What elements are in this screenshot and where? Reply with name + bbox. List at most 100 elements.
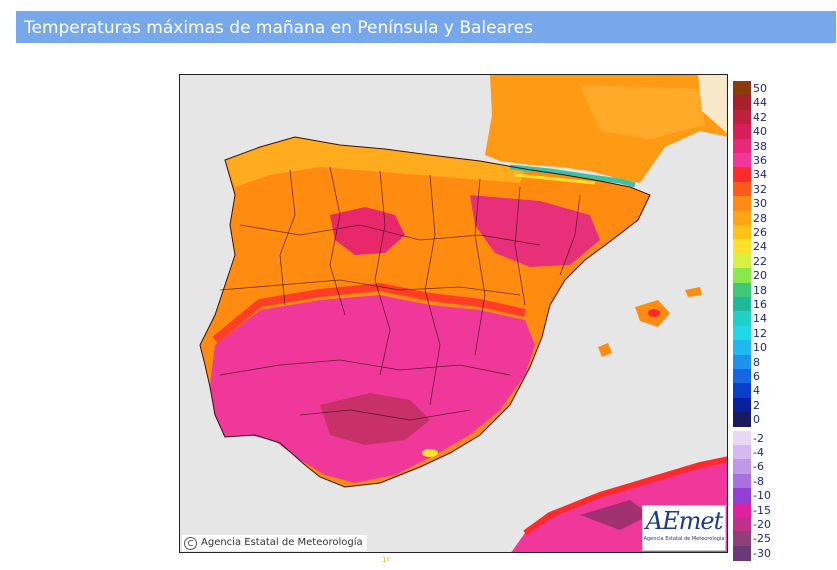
legend-item: 6 [733,369,813,384]
legend-item: 26 [733,225,813,240]
legend-swatch [733,531,751,547]
legend-item: 16 [733,297,813,312]
temperature-map: C Agencia Estatal de Meteorología AEmet … [179,74,728,553]
legend-item: 38 [733,138,813,154]
africa-coast-red [523,456,727,536]
legend-swatch [733,109,751,125]
south-hot-zone [210,295,535,483]
legend-item: -6 [733,459,813,475]
legend-label: 20 [753,269,767,283]
legend-swatch [733,517,751,532]
legend-label: -20 [753,518,771,531]
legend-swatch [733,473,751,489]
legend-swatch [733,253,751,269]
ibiza [598,343,612,357]
copyright-icon: C [184,536,197,550]
legend-item: 34 [733,167,813,183]
france-inland-light [580,85,705,139]
legend-label: -30 [753,546,771,560]
legend-item: 40 [733,124,813,140]
legend-swatch [733,196,751,212]
legend-swatch [733,545,751,561]
sierra-nevada-cool [422,449,438,457]
legend-item: 44 [733,95,813,111]
map-credit: C Agencia Estatal de Meteorología [182,535,367,551]
mallorca-hot [648,309,660,317]
legend-item: 18 [733,282,813,298]
legend-item: 32 [733,181,813,197]
legend-swatch [733,268,751,284]
legend-swatch [733,430,751,446]
legend-label: 30 [753,197,767,211]
north-coast-band [225,137,525,187]
legend-label: 18 [753,283,767,297]
legend-label: 24 [753,240,767,254]
legend-swatch [733,445,751,460]
pyrenees-mild [514,173,596,185]
legend-swatch [733,210,751,226]
legend-swatch [733,412,751,428]
legend-item: 42 [733,109,813,125]
legend-swatch [733,167,751,183]
legend-label: 4 [753,384,760,398]
legend-item: 30 [733,196,813,212]
legend-item: -25 [733,531,813,547]
legend-item: 36 [733,153,813,168]
legend-swatch [733,138,751,154]
legend-label: 40 [753,125,767,139]
legend-swatch [733,354,751,370]
legend-item: 4 [733,383,813,399]
north-plateau-red [330,207,405,255]
legend-item: 8 [733,354,813,370]
legend-label: 34 [753,168,767,182]
legend-swatch [733,181,751,197]
legend-item: 12 [733,325,813,341]
logo-subtitle: Agencia Estatal de Meteorología [643,536,725,542]
legend-swatch [733,340,751,356]
legend-item: 28 [733,210,813,226]
legend-label: 12 [753,326,767,340]
ebro-valley-hot [470,195,600,267]
legend-swatch [733,239,751,255]
legend-swatch [733,225,751,240]
legend-swatch [733,397,751,413]
legend-item: 50 [733,81,813,96]
aemet-logo: AEmet Agencia Estatal de Meteorología [642,505,726,551]
legend-label: 50 [753,82,767,95]
logo-brand: AEmet [645,507,723,535]
legend-swatch [733,153,751,168]
page-title: Temperaturas máximas de mañana en Peníns… [16,11,836,43]
legend-swatch [733,502,751,518]
legend-label: 32 [753,182,767,196]
bottom-mark: 1º [382,556,390,564]
legend-swatch [733,383,751,399]
menorca [685,287,702,297]
legend-item: 22 [733,253,813,269]
legend-label: -10 [753,489,771,503]
legend-swatch [733,95,751,111]
legend-label: -4 [753,446,764,459]
legend-item: -20 [733,517,813,532]
province-borders [219,166,581,421]
pyrenees-cold [509,164,636,188]
legend-label: 6 [753,370,760,383]
legend-item: 2 [733,397,813,413]
legend-label: 28 [753,211,767,225]
map-canvas [180,75,727,552]
legend-label: 14 [753,312,767,326]
legend-label: -25 [753,532,771,546]
legend-label: -2 [753,431,764,445]
legend-item: -30 [733,545,813,561]
legend-item: 20 [733,268,813,284]
legend-swatch [733,124,751,140]
legend-label: 36 [753,154,767,167]
legend-label: 42 [753,110,767,124]
legend-swatch [733,459,751,475]
coastline [199,136,651,488]
legend-item: -4 [733,445,813,460]
legend-label: -8 [753,474,764,488]
legend-swatch [733,369,751,384]
temperature-legend: 50 44 42 40 38 36 34 32 30 28 26 24 22 20 18 16 14 12 10 8 6… [733,81,813,561]
credit-text: Agencia Estatal de Meteorología [201,537,363,548]
legend-label: 26 [753,226,767,239]
